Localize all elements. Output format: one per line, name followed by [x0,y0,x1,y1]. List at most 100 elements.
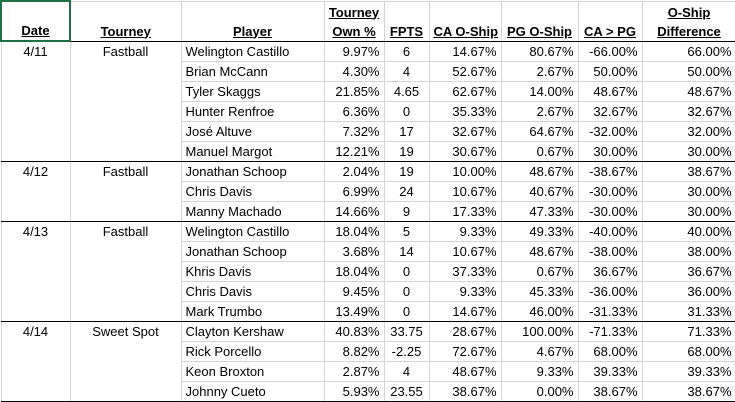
oship-difference-cell[interactable]: 71.33% [641,321,735,342]
oship-difference-cell[interactable]: 36.00% [641,281,735,302]
fpts-cell[interactable]: 0 [383,261,430,282]
player-cell[interactable]: Hunter Renfroe [180,101,325,122]
own-cell[interactable]: 2.87% [323,361,385,382]
pg-oship-cell[interactable]: 64.67% [500,121,579,142]
tourney-cell[interactable] [69,81,182,102]
oship-difference-cell[interactable]: 31.33% [641,301,735,322]
ca-oship-cell[interactable]: 62.67% [428,81,502,102]
oship-difference-cell[interactable]: 30.00% [641,201,735,222]
oship-difference-cell[interactable]: 38.67% [641,381,735,402]
ca-oship-cell[interactable]: 9.33% [428,281,502,302]
oship-difference-cell[interactable]: 38.67% [641,161,735,182]
player-cell[interactable]: Rick Porcello [180,341,325,362]
own-cell[interactable]: 7.32% [323,121,385,142]
ca-gt-pg-cell[interactable]: 36.67% [577,261,643,282]
fpts-cell[interactable]: 24 [383,181,430,202]
own-cell[interactable]: 4.30% [323,61,385,82]
own-cell[interactable]: 21.85% [323,81,385,102]
pg-oship-cell[interactable]: 48.67% [500,161,579,182]
player-cell[interactable]: Manuel Margot [180,141,325,162]
player-cell[interactable]: José Altuve [180,121,325,142]
tourney-cell[interactable] [69,281,182,302]
player-cell[interactable]: Tyler Skaggs [180,81,325,102]
player-cell[interactable]: Mark Trumbo [180,301,325,322]
pg-oship-cell[interactable]: 48.67% [500,241,579,262]
oship-difference-cell[interactable]: 50.00% [641,61,735,82]
date-cell[interactable] [0,281,71,302]
fpts-cell[interactable]: 33.75 [383,321,430,342]
date-cell[interactable]: 4/14 [0,321,71,342]
player-cell[interactable]: Chris Davis [180,281,325,302]
ca-gt-pg-cell[interactable]: 68.00% [577,341,643,362]
ca-gt-pg-cell[interactable]: 32.67% [577,101,643,122]
own-cell[interactable]: 14.66% [323,201,385,222]
oship-difference-cell[interactable]: 32.67% [641,101,735,122]
tourney-cell[interactable] [69,101,182,122]
oship-difference-cell[interactable]: 38.00% [641,241,735,262]
ca-gt-pg-cell[interactable]: -30.00% [577,201,643,222]
ca-oship-cell[interactable]: 10.67% [428,241,502,262]
date-cell[interactable] [0,241,71,262]
ca-gt-pg-cell[interactable]: -38.00% [577,241,643,262]
own-cell[interactable]: 6.99% [323,181,385,202]
date-cell[interactable] [0,101,71,122]
player-cell[interactable]: Jonathan Schoop [180,241,325,262]
own-cell[interactable]: 12.21% [323,141,385,162]
player-cell[interactable]: Johnny Cueto [180,381,325,402]
player-cell[interactable]: Welington Castillo [180,221,325,242]
ca-gt-pg-cell[interactable]: -66.00% [577,40,643,62]
fpts-cell[interactable]: 17 [383,121,430,142]
player-cell[interactable]: Brian McCann [180,61,325,82]
pg-oship-cell[interactable]: 2.67% [500,101,579,122]
oship-difference-cell[interactable]: 68.00% [641,341,735,362]
date-cell[interactable] [0,61,71,82]
ca-oship-cell[interactable]: 38.67% [428,381,502,402]
ca-gt-pg-cell[interactable]: 48.67% [577,81,643,102]
date-cell[interactable] [0,261,71,282]
tourney-cell[interactable] [69,381,182,402]
oship-difference-cell[interactable]: 32.00% [641,121,735,142]
date-cell[interactable] [0,141,71,162]
oship-difference-cell[interactable]: 66.00% [641,40,735,62]
tourney-cell[interactable] [69,341,182,362]
oship-difference-cell[interactable]: 40.00% [641,221,735,242]
own-cell[interactable]: 18.04% [323,261,385,282]
date-cell[interactable] [0,81,71,102]
ca-oship-cell[interactable]: 30.67% [428,141,502,162]
tourney-cell[interactable] [69,61,182,82]
fpts-cell[interactable]: 0 [383,101,430,122]
ca-oship-cell[interactable]: 52.67% [428,61,502,82]
ca-oship-cell[interactable]: 17.33% [428,201,502,222]
ca-oship-cell[interactable]: 35.33% [428,101,502,122]
ca-oship-cell[interactable]: 37.33% [428,261,502,282]
ca-gt-pg-cell[interactable]: -32.00% [577,121,643,142]
tourney-cell[interactable] [69,261,182,282]
ca-oship-cell[interactable]: 9.33% [428,221,502,242]
fpts-cell[interactable]: 4 [383,361,430,382]
oship-difference-cell[interactable]: 39.33% [641,361,735,382]
pg-oship-cell[interactable]: 0.67% [500,261,579,282]
tourney-cell[interactable] [69,201,182,222]
ca-gt-pg-cell[interactable]: -36.00% [577,281,643,302]
ca-gt-pg-cell[interactable]: 30.00% [577,141,643,162]
pg-oship-cell[interactable]: 4.67% [500,341,579,362]
own-cell[interactable]: 5.93% [323,381,385,402]
own-cell[interactable]: 13.49% [323,301,385,322]
oship-difference-cell[interactable]: 30.00% [641,181,735,202]
player-cell[interactable]: Chris Davis [180,181,325,202]
tourney-cell[interactable]: Fastball [69,40,182,62]
fpts-cell[interactable]: 0 [383,281,430,302]
ca-gt-pg-cell[interactable]: -71.33% [577,321,643,342]
tourney-cell[interactable] [69,361,182,382]
oship-difference-cell[interactable]: 48.67% [641,81,735,102]
pg-oship-cell[interactable]: 0.00% [500,381,579,402]
fpts-cell[interactable]: 4 [383,61,430,82]
date-cell[interactable] [0,361,71,382]
pg-oship-cell[interactable]: 40.67% [500,181,579,202]
ca-gt-pg-cell[interactable]: -40.00% [577,221,643,242]
date-cell[interactable] [0,381,71,402]
tourney-cell[interactable]: Sweet Spot [69,321,182,342]
fpts-cell[interactable]: -2.25 [383,341,430,362]
oship-difference-cell[interactable]: 36.67% [641,261,735,282]
pg-oship-cell[interactable]: 9.33% [500,361,579,382]
